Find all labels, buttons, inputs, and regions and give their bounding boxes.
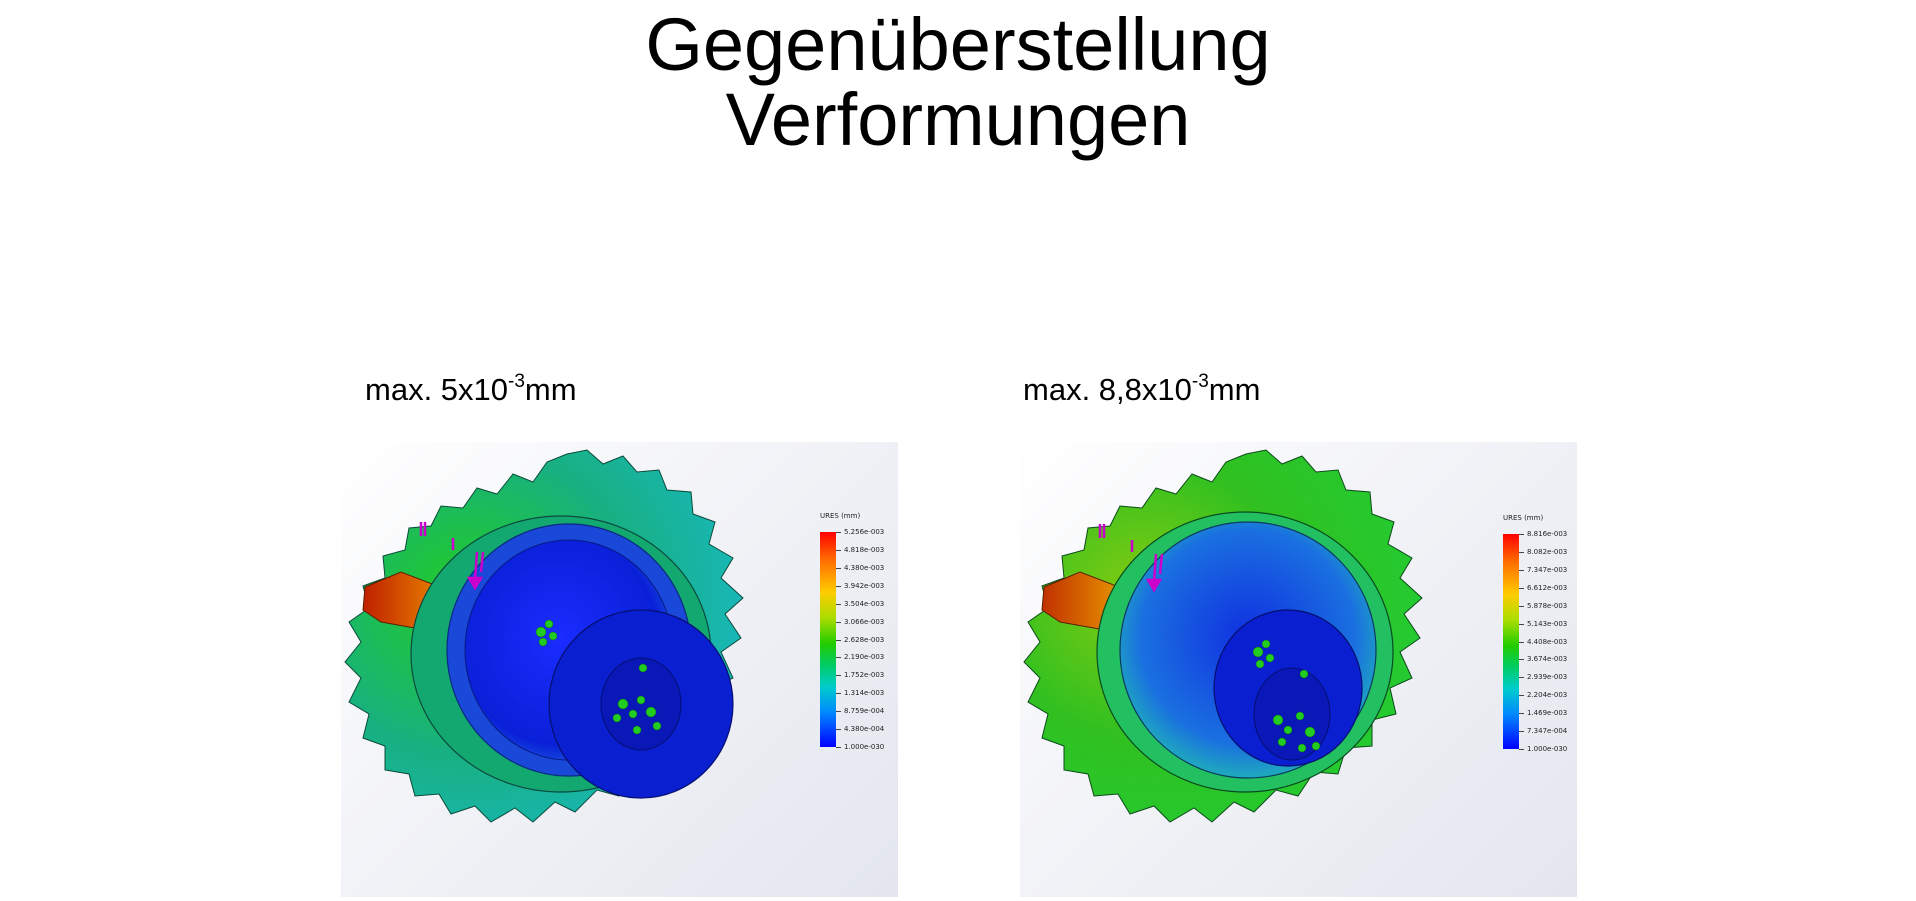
right-legend-tickmark — [1519, 551, 1524, 553]
left-legend-tickmark — [836, 567, 841, 569]
right-legend-tick-label: 5.143e-003 — [1527, 619, 1568, 628]
right-legend-tick-label: 7.347e-004 — [1527, 727, 1568, 736]
left-legend-tick-label: 1.000e-030 — [844, 743, 885, 751]
left-legend-tickmark — [836, 711, 841, 713]
left-legend-tick-label: 2.190e-003 — [844, 653, 885, 662]
right-legend-tickmark — [1519, 623, 1524, 625]
left-legend-tick-label: 3.066e-003 — [844, 617, 885, 626]
right-legend-tick-label: 2.939e-003 — [1527, 673, 1568, 682]
right-legend-tick-label: 1.469e-003 — [1527, 709, 1568, 718]
right-legend-tickmark — [1519, 534, 1524, 535]
right-caption-prefix: max. 8,8x10 — [1023, 372, 1192, 407]
left-legend-tick-label: 4.380e-003 — [844, 563, 885, 572]
right-caption: max. 8,8x10-3mm — [1023, 372, 1260, 408]
left-load-arrows — [419, 522, 485, 591]
left-legend-title: URES (mm) — [820, 512, 861, 520]
right-legend-tick-label: 8.082e-003 — [1527, 547, 1568, 556]
left-legend-colorbar — [820, 532, 836, 747]
left-legend-tickmark — [836, 747, 841, 748]
right-legend-tickmark — [1519, 749, 1524, 750]
right-legend-tickmark — [1519, 605, 1524, 607]
left-legend-tick-label: 3.504e-003 — [844, 599, 885, 608]
right-legend-title: URES (mm) — [1503, 514, 1544, 522]
right-legend-tickmark — [1519, 659, 1524, 661]
left-legend-tick-label: 1.314e-003 — [844, 689, 885, 698]
right-gear-render — [1023, 449, 1423, 823]
left-caption-prefix: max. 5x10 — [365, 372, 509, 407]
left-legend-tick-label: 5.256e-003 — [844, 528, 885, 536]
right-caption-exponent: -3 — [1191, 371, 1209, 392]
right-legend-tick-label: 1.000e-030 — [1527, 745, 1568, 753]
right-legend-tick-label: 6.612e-003 — [1527, 583, 1568, 592]
right-legend-tickmark — [1519, 587, 1524, 589]
left-caption-exponent: -3 — [508, 371, 525, 392]
left-legend-tickmark — [836, 603, 841, 605]
slide-title-line1: Gegenüberstellung — [645, 3, 1271, 86]
right-legend-tick-label: 5.878e-003 — [1527, 601, 1568, 610]
left-simulation-image: URES (mm) 5.256e-003 4.818e-003 4.380e-003… — [341, 442, 898, 897]
right-legend-tickmark — [1519, 695, 1524, 697]
right-legend-colorbar — [1503, 534, 1519, 749]
left-legend-tickmark — [836, 621, 841, 623]
right-caption-unit: mm — [1208, 372, 1261, 407]
left-legend-tickmark — [836, 532, 841, 533]
slide-title-line2: Verformungen — [725, 78, 1191, 161]
left-fixture-markers — [535, 619, 662, 735]
right-legend-tickmark — [1519, 731, 1524, 733]
right-load-arrows — [1098, 524, 1164, 593]
left-legend-tickmark — [836, 693, 841, 695]
right-legend-tick-label: 8.816e-003 — [1527, 530, 1568, 538]
right-legend-tickmark — [1519, 569, 1524, 571]
left-legend-tickmark — [836, 657, 841, 659]
right-legend-tickmark — [1519, 677, 1524, 679]
left-legend-tickmark — [836, 549, 841, 551]
right-legend-tick-label: 7.347e-003 — [1527, 565, 1568, 574]
left-legend-tickmark — [836, 639, 841, 641]
right-legend-tickmark — [1519, 713, 1524, 715]
left-legend-tick-label: 2.628e-003 — [844, 635, 885, 644]
left-caption: max. 5x10-3mm — [365, 372, 577, 408]
left-gear-render — [344, 449, 744, 823]
left-legend-tickmark — [836, 729, 841, 731]
left-legend-tick-label: 4.380e-004 — [844, 725, 885, 734]
left-legend-tick-label: 3.942e-003 — [844, 581, 885, 590]
left-legend-tickmark — [836, 585, 841, 587]
right-legend-tick-label: 4.408e-003 — [1527, 637, 1568, 646]
right-simulation-image: URES (mm) 8.816e-003 8.082e-003 7.347e-003… — [1020, 442, 1577, 897]
right-fixture-markers — [1252, 639, 1321, 753]
left-legend-tick-label: 8.759e-004 — [844, 707, 885, 716]
right-legend-tick-label: 3.674e-003 — [1527, 655, 1568, 664]
left-legend-tick-label: 1.752e-003 — [844, 671, 885, 680]
left-caption-unit: mm — [524, 372, 577, 407]
left-legend-tickmark — [836, 675, 841, 677]
right-legend-tickmark — [1519, 641, 1524, 643]
right-legend-tick-label: 2.204e-003 — [1527, 691, 1568, 700]
left-legend-tick-label: 4.818e-003 — [844, 545, 885, 554]
